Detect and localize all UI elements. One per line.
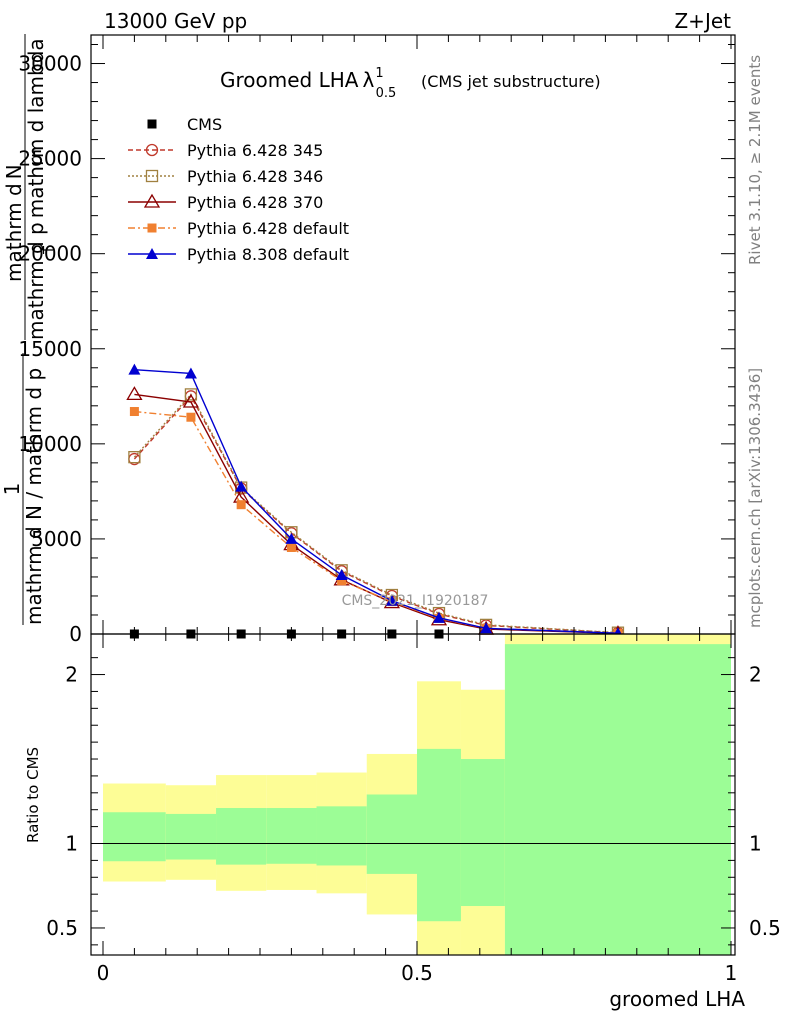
series-3-point-1	[182, 393, 200, 408]
legend-marker-0	[147, 119, 157, 129]
main-frame	[90, 34, 736, 635]
series-5-point-6	[432, 611, 445, 623]
legend-item-3: Pythia 6.428 370	[128, 193, 323, 212]
main-ytick-label-5: 25000	[18, 147, 82, 171]
ratio-stat-band-3	[266, 808, 317, 864]
main-ytick-label-1: 5000	[31, 527, 82, 551]
legend-item-0: CMS	[147, 115, 222, 134]
main-axes: 0 5000 10000 15000 20000 25000 30000	[18, 34, 736, 646]
legend: CMS Pythia 6.428 345 Pythia 6.428 346 Pythi…	[128, 115, 349, 264]
series-4-point-3	[286, 542, 296, 552]
xtick-label-0: 0	[97, 961, 110, 985]
main-ytick-label-4: 20000	[18, 242, 82, 266]
series-5-point-1	[184, 367, 197, 379]
ratio-ytick-label-right-2: 2	[749, 663, 762, 687]
ylabel-subscript-T: T	[42, 246, 57, 255]
series-4-point-0	[129, 407, 139, 417]
ratio-stat-band-5	[366, 794, 417, 874]
xtick-label-2: 1	[725, 961, 738, 985]
series-5-point-3	[285, 532, 298, 544]
mcplots-info: mcplots.cern.ch [arXiv:1306.3436]	[746, 368, 764, 628]
legend-marker-1	[145, 143, 159, 157]
main-y-axis-label: 1 mathrm d N / mathrm d p mathrm dN math…	[0, 34, 57, 625]
ratio-ytick-label-right-1: 1	[749, 831, 762, 855]
main-ytick-label-6: 30000	[18, 52, 82, 76]
series-4-point-1	[186, 412, 196, 422]
series-line-1	[133, 395, 618, 634]
legend-item-2: Pythia 6.428 346	[128, 167, 323, 186]
series-5-point-2	[235, 480, 248, 492]
ylabel-denominator-2: mathrm d pmathrm d lambda	[24, 38, 48, 340]
series-3-point-0	[126, 386, 143, 401]
legend-marker-3	[143, 193, 161, 208]
main-ytick-label-0: 0	[69, 622, 82, 646]
analysis-watermark: CMS_2021_I1920187	[342, 593, 489, 609]
ratio-stat-band-2	[216, 808, 267, 865]
legend-item-4: Pythia 6.428 default	[128, 219, 349, 238]
series-5-point-7	[480, 622, 493, 634]
ratio-ytick-label-left-2: 2	[65, 663, 78, 687]
ratio-ytick-label-left-1: 1	[65, 831, 78, 855]
main-ytick-label-3: 15000	[18, 337, 82, 361]
ylabel-denominator-1: mathrm d N / mathrm d p	[22, 368, 46, 625]
ylabel-numerator-2: mathrm dN	[2, 164, 26, 282]
ratio-stat-band-4	[316, 806, 367, 866]
legend-item-5: Pythia 8.308 default	[128, 245, 349, 264]
legend-label-2: Pythia 6.428 346	[187, 167, 323, 186]
legend-label-3: Pythia 6.428 370	[187, 193, 323, 212]
main-series-group	[126, 363, 627, 640]
header-left: 13000 GeV pp	[104, 9, 247, 33]
legend-marker-4	[147, 223, 157, 233]
series-2-point-1	[184, 388, 198, 401]
ratio-stat-band-8	[504, 644, 731, 955]
xtick-label-1: 0.5	[401, 961, 433, 985]
main-ytick-label-2: 10000	[18, 432, 82, 456]
plot-title: Groomed LHA λ1 0.5 (CMS jet substructure)	[220, 66, 601, 101]
ylabel-numerator-1: 1	[0, 483, 24, 496]
rivet-info: Rivet 3.1.10, ≥ 2.1M events	[746, 55, 764, 265]
series-2-point-0	[128, 451, 141, 464]
title-main: Groomed LHA λ1 0.5	[220, 66, 396, 101]
ratio-stat-band-1	[165, 813, 217, 860]
ratio-bands-group	[91, 634, 735, 955]
ratio-axes: 0.5 0.5 1 1 2 2 0 0.5 1	[46, 633, 781, 985]
ratio-stat-band-0	[103, 812, 166, 862]
ratio-ytick-label-right-0: 0.5	[749, 916, 781, 940]
series-4-point-4	[337, 576, 347, 586]
legend-label-4: Pythia 6.428 default	[187, 219, 349, 238]
legend-marker-2	[145, 169, 159, 183]
header-right: Z+Jet	[674, 9, 731, 33]
series-5-point-5	[385, 594, 398, 606]
legend-item-1: Pythia 6.428 345	[128, 141, 323, 160]
legend-marker-5	[146, 248, 158, 259]
ratio-stat-band-6	[417, 748, 461, 922]
title-note: (CMS jet substructure)	[421, 72, 601, 91]
x-axis-label: groomed LHA	[609, 987, 745, 1011]
series-5-point-4	[335, 569, 348, 581]
series-4-point-2	[236, 500, 246, 510]
legend-label-1: Pythia 6.428 345	[187, 141, 323, 160]
ratio-y-axis-label: Ratio to CMS	[24, 747, 42, 843]
legend-label-0: CMS	[187, 115, 222, 134]
ratio-ytick-label-left-0: 0.5	[46, 916, 78, 940]
series-5-point-0	[128, 363, 141, 375]
ratio-stat-band-7	[460, 759, 505, 907]
legend-label-5: Pythia 8.308 default	[187, 245, 349, 264]
